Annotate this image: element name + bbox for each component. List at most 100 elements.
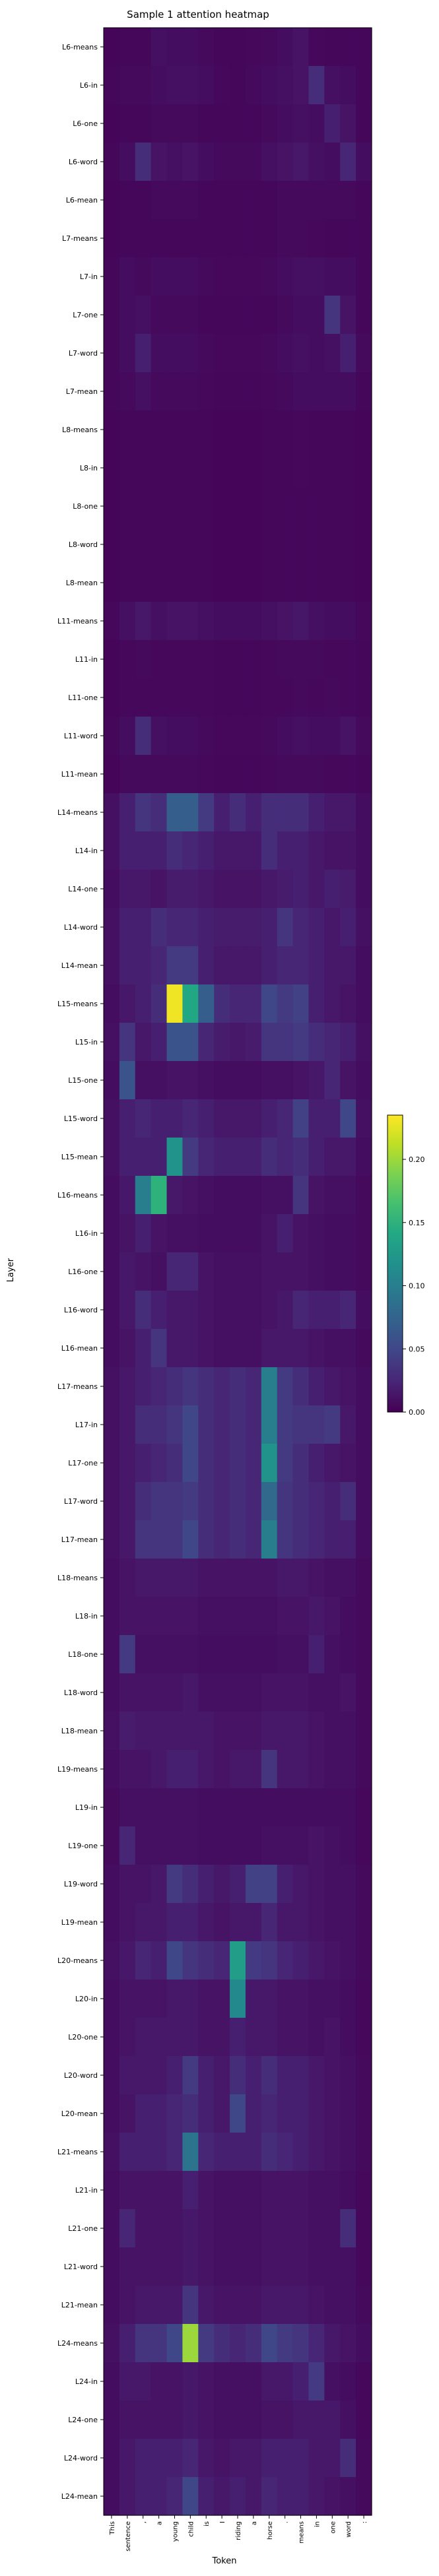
heatmap-cell [104, 2362, 120, 2401]
heatmap-cell [324, 1214, 341, 1253]
heatmap-cell [198, 2439, 215, 2478]
heatmap-cell [166, 678, 184, 717]
heatmap-cell [230, 1482, 246, 1521]
heatmap-cell [308, 1252, 325, 1291]
heatmap-cell [119, 1367, 136, 1406]
heatmap-cell [356, 296, 372, 335]
colorbar-tick-label: 0.20 [409, 1155, 425, 1164]
heatmap-cell [324, 1712, 341, 1751]
heatmap-cell [324, 2247, 341, 2286]
heatmap-cell [356, 2400, 372, 2439]
heatmap-cell [198, 870, 215, 909]
y-tick-label: L15-one [68, 1076, 98, 1085]
heatmap-cell [151, 2286, 168, 2325]
heatmap-cell [308, 1980, 325, 2018]
heatmap-cell [261, 2018, 278, 2057]
y-tick-label: L18-in [75, 1612, 98, 1621]
heatmap-cell [198, 181, 215, 220]
heatmap-cell [308, 2400, 325, 2439]
heatmap-cell [198, 1291, 215, 1330]
heatmap-cell [340, 2209, 356, 2248]
heatmap-cell [308, 793, 325, 832]
heatmap-cell [182, 1099, 199, 1138]
heatmap-cell [308, 1635, 325, 1674]
heatmap-cell [214, 1482, 230, 1521]
heatmap-cell [340, 1291, 356, 1330]
heatmap-cell [292, 640, 310, 679]
heatmap-cell [356, 1061, 372, 1100]
heatmap-cell [119, 334, 136, 373]
heatmap-cell [324, 678, 341, 717]
heatmap-cell [245, 984, 262, 1023]
heatmap-cell [245, 1138, 262, 1176]
heatmap-cell [182, 28, 199, 67]
heatmap-cell [324, 1138, 341, 1176]
y-tick-label: L7-word [69, 349, 98, 358]
heatmap-cell [277, 2171, 294, 2210]
heatmap-cell [104, 755, 120, 794]
heatmap-cell [182, 1291, 199, 1330]
heatmap-cell [214, 2018, 230, 2057]
heatmap-cell [214, 831, 230, 870]
heatmap-cell [119, 372, 136, 411]
heatmap-cell [292, 66, 310, 105]
y-tick-label: L6-one [73, 119, 98, 128]
heatmap-cell [261, 181, 278, 220]
y-tick-label: L21-mean [61, 2301, 98, 2309]
heatmap-cell [182, 257, 199, 296]
heatmap-cell [261, 1061, 278, 1100]
heatmap-cell [277, 2324, 294, 2363]
heatmap-cell [198, 1826, 215, 1865]
heatmap-cell [292, 2362, 310, 2401]
heatmap-cell [261, 334, 278, 373]
heatmap-cell [230, 2171, 246, 2210]
heatmap-cell [308, 2439, 325, 2478]
heatmap-cell [356, 678, 372, 717]
heatmap-cell [324, 104, 341, 143]
heatmap-cell [119, 2247, 136, 2286]
heatmap-cell [308, 1176, 325, 1215]
heatmap-cell [230, 2477, 246, 2516]
heatmap-cell [324, 1673, 341, 1712]
heatmap-cell [356, 410, 372, 449]
heatmap-cell [324, 908, 341, 947]
heatmap-cell [198, 219, 215, 258]
heatmap-cell [198, 2133, 215, 2172]
y-tick-label: L7-in [80, 273, 98, 281]
y-tick-label: L17-word [64, 1497, 98, 1506]
heatmap-cell [277, 2439, 294, 2478]
heatmap-cell [245, 2400, 262, 2439]
heatmap-cell [198, 1941, 215, 1980]
heatmap-cell [182, 1138, 199, 1176]
x-axis-label: Token [212, 2556, 237, 2566]
heatmap-cell [324, 487, 341, 526]
heatmap-cell [277, 984, 294, 1023]
heatmap-cell [104, 1329, 120, 1368]
heatmap-cell [104, 2247, 120, 2286]
heatmap-cell [340, 908, 356, 947]
heatmap-cell [277, 1176, 294, 1215]
heatmap-cell [324, 2439, 341, 2478]
heatmap-cell [198, 1597, 215, 1636]
heatmap-cell [166, 372, 184, 411]
y-tick-label: L24-means [57, 2339, 98, 2348]
y-tick-label: L7-mean [66, 387, 98, 396]
heatmap-cell [308, 143, 325, 181]
heatmap-cell [135, 870, 152, 909]
heatmap-cell [277, 1559, 294, 1597]
heatmap-cell [340, 296, 356, 335]
heatmap-cell [119, 2171, 136, 2210]
heatmap-cell [151, 1788, 168, 1827]
heatmap-cell [182, 1367, 199, 1406]
heatmap-cell [182, 1788, 199, 1827]
heatmap-cell [261, 410, 278, 449]
heatmap-cell [277, 28, 294, 67]
y-tick-label: L20-means [57, 1956, 98, 1965]
heatmap-cell [166, 1788, 184, 1827]
heatmap-cell [230, 1444, 246, 1483]
heatmap-cell [230, 678, 246, 717]
heatmap-cell [277, 2209, 294, 2248]
heatmap-cell [308, 564, 325, 602]
heatmap-cell [214, 487, 230, 526]
heatmap-cell [104, 717, 120, 756]
